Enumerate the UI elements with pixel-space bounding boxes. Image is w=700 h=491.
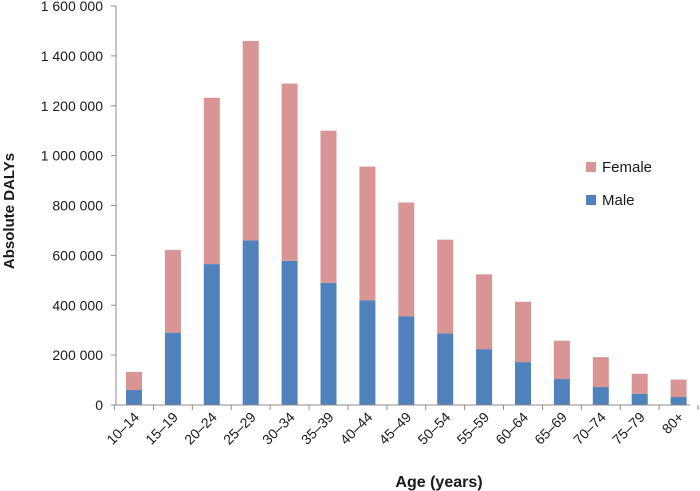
y-axis-title: Absolute DALYs <box>1 153 18 269</box>
x-tick-label: 65–69 <box>531 409 570 448</box>
bar-female <box>398 202 415 317</box>
legend-label-male: Male <box>602 192 635 209</box>
bar-female <box>437 239 454 334</box>
bar-female <box>203 97 220 265</box>
x-tick-label: 20–24 <box>181 409 220 448</box>
x-ticks-group: 10–14 15–19 20–24 25–29 30–34 35–39 40–44 45–49… <box>103 405 699 448</box>
bar-male <box>631 393 648 405</box>
x-tick-label: 15–19 <box>142 409 181 448</box>
legend-label-female: Female <box>602 159 652 176</box>
y-tick-label: 1 600 000 <box>41 0 103 14</box>
bar-female <box>476 274 493 350</box>
bar-male <box>592 387 609 405</box>
x-tick-label: 60–64 <box>492 409 531 448</box>
x-tick-label: 55–59 <box>453 409 492 448</box>
x-tick-label: 45–49 <box>376 409 415 448</box>
bar-female <box>320 130 337 283</box>
bar-male <box>281 260 298 405</box>
bar-male <box>670 397 687 405</box>
bar-male <box>359 300 376 405</box>
y-tick-label: 0 <box>95 397 103 413</box>
x-tick-label: 70–74 <box>570 409 609 448</box>
x-tick-label: 35–39 <box>298 409 337 448</box>
bar-male <box>126 390 142 405</box>
y-ticks-group: 0 200 000 400 000 600 000 800 000 1 000 000 1 … <box>41 0 116 413</box>
x-tick-label: 30–34 <box>259 409 298 448</box>
y-tick-label: 800 000 <box>52 198 103 214</box>
y-tick-label: 400 000 <box>52 297 103 313</box>
y-tick-label: 600 000 <box>52 247 103 263</box>
bar-female <box>553 340 570 380</box>
bar-female <box>359 166 376 301</box>
y-tick-label: 1 400 000 <box>41 48 103 64</box>
bar-female <box>281 83 298 261</box>
bar-male <box>476 349 493 405</box>
bar-male <box>164 332 181 405</box>
y-tick-label: 200 000 <box>52 347 103 363</box>
bar-female <box>592 357 609 388</box>
bar-female <box>126 371 142 391</box>
bar-female <box>242 40 259 241</box>
x-tick-label: 50–54 <box>414 409 453 448</box>
bar-male <box>553 379 570 405</box>
bar-male <box>203 264 220 405</box>
bar-female <box>631 373 648 394</box>
bar-male <box>320 282 337 405</box>
y-tick-label: 1 200 000 <box>41 98 103 114</box>
bar-female <box>515 301 531 363</box>
y-tick-label: 1 000 000 <box>41 148 103 164</box>
x-tick-label: 25–29 <box>220 409 259 448</box>
x-tick-label: 80+ <box>659 409 687 437</box>
x-tick-label: 10–14 <box>103 409 142 448</box>
bar-male <box>515 362 531 405</box>
x-tick-label: 75–79 <box>609 409 648 448</box>
bar-male <box>437 333 454 405</box>
bar-male <box>242 240 259 405</box>
legend-swatch-male <box>586 195 596 205</box>
x-axis-title: Age (years) <box>395 474 482 491</box>
bar-male <box>398 316 415 405</box>
legend-swatch-female <box>586 162 596 172</box>
legend: Female Male <box>586 159 652 209</box>
bar-female <box>670 379 687 398</box>
bar-female <box>164 249 181 333</box>
x-tick-label: 40–44 <box>337 409 376 448</box>
bars-group <box>126 40 687 405</box>
